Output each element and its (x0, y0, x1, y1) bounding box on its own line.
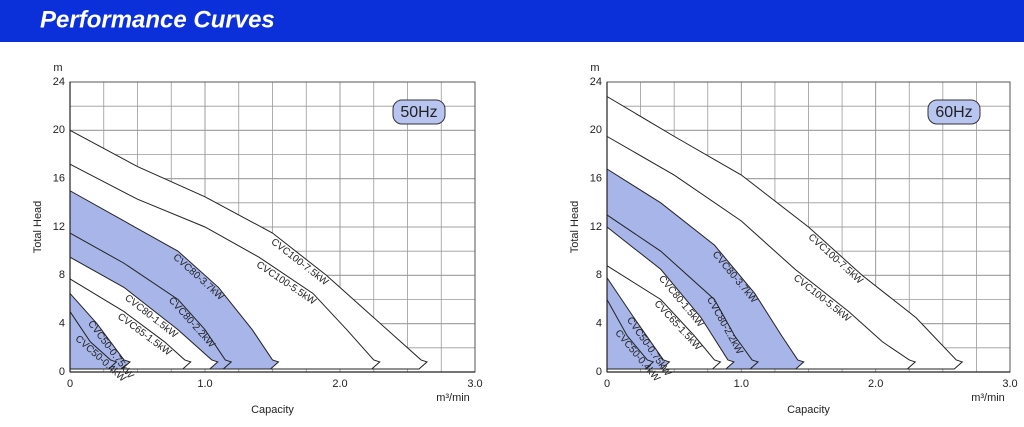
x-axis-label: Capacity (251, 404, 294, 416)
x-tick-label: 3.0 (1002, 378, 1017, 390)
y-tick-label: 0 (59, 366, 65, 378)
badge-box (392, 99, 446, 125)
y-tick-label: 16 (590, 173, 602, 185)
y-axis-label: Total Head (569, 201, 581, 254)
y-tick-label: 12 (590, 221, 602, 233)
x-unit: m³/min (436, 392, 470, 404)
badge-text: 50Hz (400, 104, 437, 121)
x-tick-label: 1.0 (734, 378, 749, 390)
y-tick-label: 4 (59, 318, 65, 330)
x-tick-label: 1.0 (197, 378, 212, 390)
y-tick-label: 16 (53, 173, 65, 185)
y-tick-label: 12 (53, 221, 65, 233)
x-tick-label: 0 (604, 378, 610, 390)
x-tick-label: 3.0 (467, 378, 482, 390)
x-tick-label: 0 (67, 378, 73, 390)
header-bar (0, 0, 1024, 42)
y-tick-label: 0 (596, 366, 602, 378)
y-tick-label: 24 (590, 76, 602, 88)
y-axis-label: Total Head (32, 201, 44, 254)
badge-box (927, 99, 981, 125)
y-unit: m (590, 62, 599, 74)
x-axis-label: Capacity (787, 404, 830, 416)
x-tick-label: 2.0 (332, 378, 347, 390)
y-tick-label: 20 (590, 124, 602, 136)
y-tick-label: 24 (53, 76, 65, 88)
y-tick-label: 8 (59, 269, 65, 281)
badge-text: 60Hz (935, 104, 972, 121)
y-unit: m (53, 62, 62, 74)
y-tick-label: 4 (596, 318, 602, 330)
x-unit: m³/min (971, 392, 1005, 404)
y-tick-label: 8 (596, 269, 602, 281)
page-title: Performance Curves (40, 6, 275, 33)
x-tick-label: 2.0 (868, 378, 883, 390)
y-tick-label: 20 (53, 124, 65, 136)
